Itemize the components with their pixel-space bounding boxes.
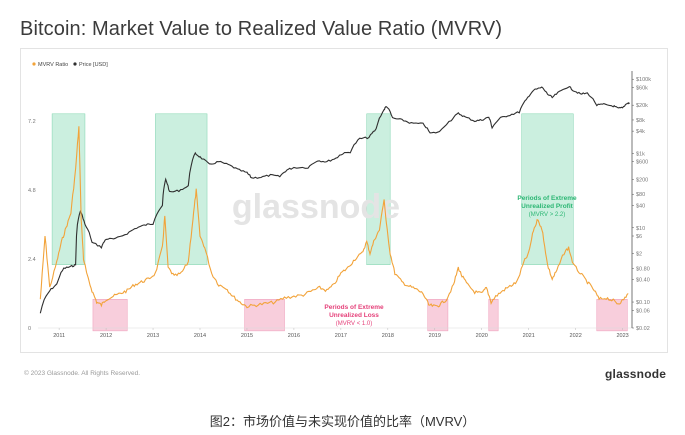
right-tick-label-4: $4k bbox=[636, 129, 645, 135]
annotation-loss-detail: (MVRV < 1.0) bbox=[336, 321, 372, 327]
x-tick-label-2018: 2018 bbox=[382, 333, 394, 339]
right-tick-label-1: $60k bbox=[636, 85, 648, 91]
legend-mvrv-swatch bbox=[32, 62, 36, 66]
x-tick-label-2014: 2014 bbox=[194, 333, 206, 339]
right-tick-label-7: $200 bbox=[636, 177, 648, 183]
chart-title: Bitcoin: Market Value to Realized Value … bbox=[20, 18, 503, 40]
right-tick-label-11: $6 bbox=[636, 234, 642, 240]
x-tick-label-2012: 2012 bbox=[100, 333, 112, 339]
x-tick-label-2011: 2011 bbox=[53, 333, 65, 339]
mvrv-line bbox=[39, 126, 629, 309]
right-tick-label-10: $10 bbox=[636, 226, 645, 232]
x-tick-label-2022: 2022 bbox=[570, 333, 582, 339]
x-tick-label-2020: 2020 bbox=[476, 333, 488, 339]
left-tick-label-2: 2.4 bbox=[28, 257, 36, 263]
left-axis: 7.2 4.8 2.4 0 bbox=[28, 119, 36, 332]
x-tick-label-2017: 2017 bbox=[335, 333, 347, 339]
x-tick-label-2019: 2019 bbox=[429, 333, 441, 339]
left-tick-label-1: 4.8 bbox=[28, 188, 36, 194]
legend: MVRV Ratio Price [USD] bbox=[32, 62, 108, 68]
copyright: © 2023 Glassnode. All Rights Reserved. bbox=[24, 370, 141, 377]
annotation-loss-line1: Periods of Extreme bbox=[324, 304, 384, 311]
price-line bbox=[39, 85, 630, 314]
brand-logo: glassnode bbox=[605, 367, 667, 381]
legend-price-label: Price [USD] bbox=[79, 62, 108, 68]
legend-mvrv-label: MVRV Ratio bbox=[38, 62, 68, 68]
mvrv-chart: glassnode 2011 2012 2013 2014 2015 2016 2017 20… bbox=[28, 62, 651, 339]
right-tick-label-2: $20k bbox=[636, 103, 648, 109]
annotation-profit-line2: Unrealized Profit bbox=[521, 203, 573, 210]
right-tick-label-6: $600 bbox=[636, 160, 648, 166]
loss-zone-1 bbox=[92, 299, 128, 332]
right-tick-label-3: $8k bbox=[636, 118, 645, 124]
annotation-profit-detail: (MVRV > 2.2) bbox=[529, 212, 565, 218]
annotation-profit-line1: Periods of Extreme bbox=[517, 195, 577, 202]
right-tick-label-9: $40 bbox=[636, 203, 645, 209]
annotation-loss: Periods of Extreme Unrealized Loss (MVRV… bbox=[324, 304, 384, 327]
x-tick-label-2013: 2013 bbox=[147, 333, 159, 339]
annotation-profit: Periods of Extreme Unrealized Profit (MV… bbox=[517, 195, 577, 218]
left-tick-label-3: 0 bbox=[28, 326, 31, 332]
x-axis: 2011 2012 2013 2014 2015 2016 2017 2018 2019 2020… bbox=[53, 328, 629, 339]
figure-caption: 图2：市场价值与未实现价值的比率（MVRV） bbox=[209, 414, 476, 429]
right-tick-label-14: $0.40 bbox=[636, 278, 650, 284]
x-tick-label-2021: 2021 bbox=[523, 333, 535, 339]
right-axis: $100k $60k $20k $8k $4k $1k $600 $200 $80 $40 $10 $… bbox=[632, 77, 651, 332]
left-tick-label-0: 7.2 bbox=[28, 119, 36, 125]
right-tick-label-13: $0.80 bbox=[636, 267, 650, 273]
right-tick-label-5: $1k bbox=[636, 152, 645, 158]
annotation-loss-line2: Unrealized Loss bbox=[329, 312, 379, 319]
loss-zone-8 bbox=[596, 299, 628, 332]
right-tick-label-12: $2 bbox=[636, 252, 642, 258]
legend-price-swatch bbox=[73, 62, 77, 66]
right-tick-label-15: $0.10 bbox=[636, 300, 650, 306]
profit-zone-4 bbox=[366, 113, 391, 265]
loss-zone-5 bbox=[427, 299, 449, 332]
right-tick-label-0: $100k bbox=[636, 77, 651, 83]
loss-zone-6 bbox=[488, 299, 499, 332]
right-tick-label-17: $0.02 bbox=[636, 326, 650, 332]
watermark: glassnode bbox=[232, 188, 400, 226]
gridlines bbox=[38, 71, 633, 329]
profit-zone-7 bbox=[521, 113, 574, 265]
right-tick-label-8: $80 bbox=[636, 192, 645, 198]
x-tick-label-2015: 2015 bbox=[241, 333, 253, 339]
right-tick-label-16: $0.06 bbox=[636, 308, 650, 314]
x-tick-label-2023: 2023 bbox=[616, 333, 628, 339]
x-tick-label-2016: 2016 bbox=[288, 333, 300, 339]
